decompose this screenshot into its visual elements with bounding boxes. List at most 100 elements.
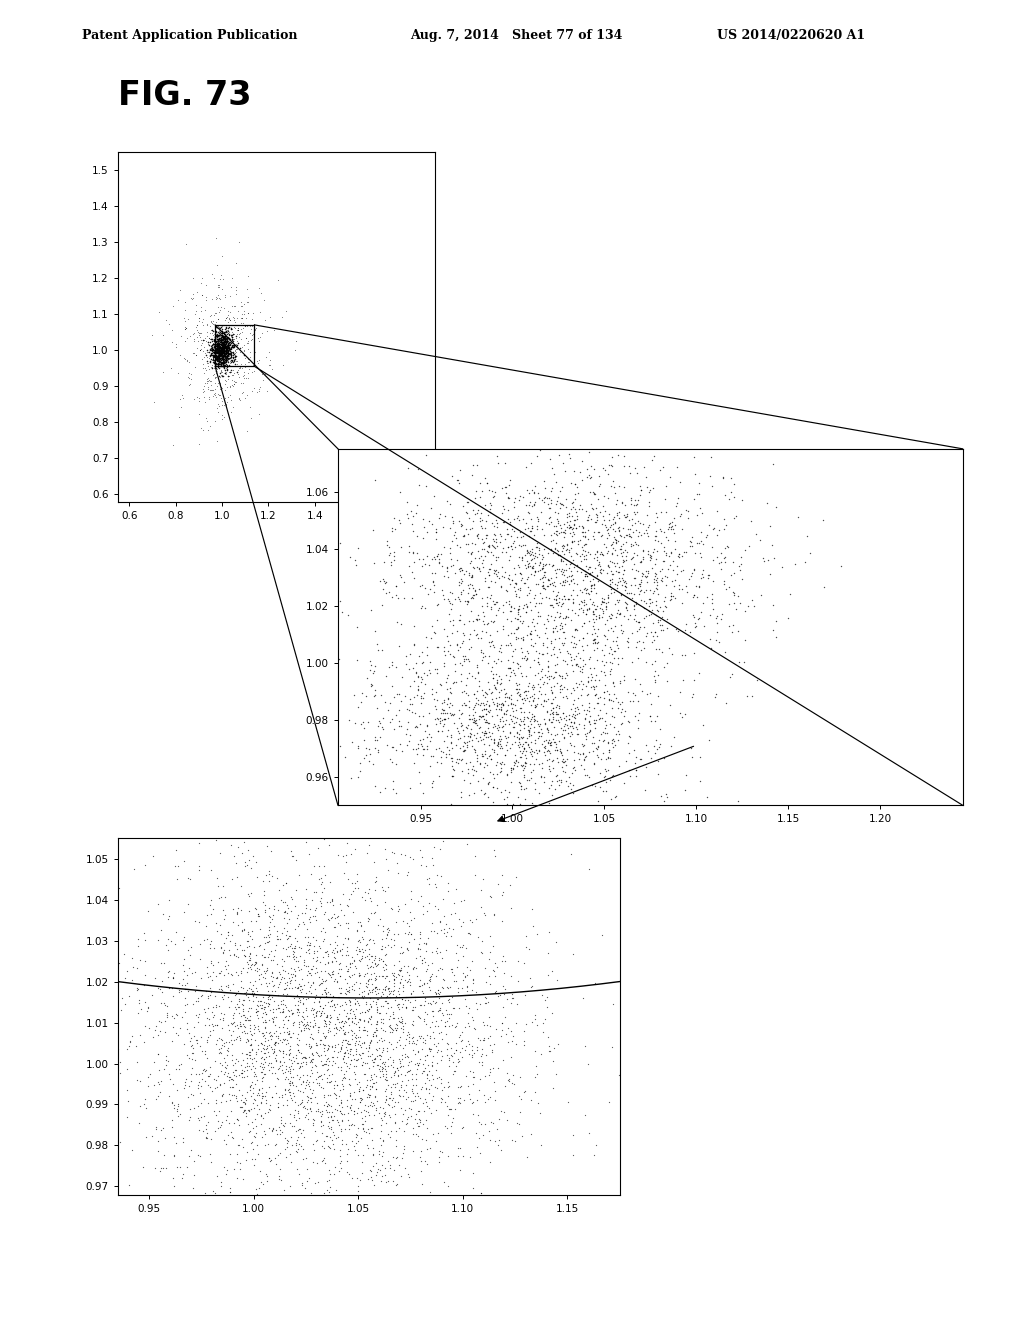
Point [541,1041,557,1063]
Point [212,337,228,358]
Point [228,327,245,348]
Point [209,347,225,368]
Point [535,574,551,595]
Point [393,957,410,978]
Point [530,647,547,668]
Point [429,610,445,631]
Point [218,318,234,339]
Point [571,647,588,668]
Point [346,993,362,1014]
Point [302,1078,318,1100]
Point [648,569,665,590]
Point [608,603,625,624]
Point [475,684,492,705]
Point [296,1014,312,1035]
Point [213,330,229,351]
Point [546,463,562,484]
Point [295,1007,311,1028]
Point [426,1034,442,1055]
Point [480,672,497,693]
Point [214,356,230,378]
Point [531,669,548,690]
Point [508,652,524,673]
Point [692,496,709,517]
Point [215,333,231,354]
Point [237,388,253,409]
Point [385,1019,401,1040]
Point [467,742,483,763]
Point [356,1106,373,1127]
Point [481,499,498,520]
Point [424,684,440,705]
Point [294,1090,310,1111]
Point [413,667,429,688]
Point [591,709,607,730]
Point [213,409,229,430]
Point [503,634,519,655]
Point [367,962,383,983]
Point [435,585,452,606]
Point [453,537,469,558]
Point [360,970,377,991]
Point [349,1125,366,1146]
Point [427,681,443,702]
Point [574,655,591,676]
Point [430,636,446,657]
Point [702,638,719,659]
Point [295,993,311,1014]
Point [328,1023,344,1044]
Point [459,734,475,755]
Point [587,512,603,533]
Point [337,1036,353,1057]
Point [623,494,639,515]
Point [222,347,239,368]
Point [374,1052,390,1073]
Point [575,717,592,738]
Point [524,795,541,816]
Point [600,540,616,561]
Point [334,1130,350,1151]
Point [374,1041,390,1063]
Point [471,1080,487,1101]
Point [373,1027,389,1048]
Point [528,739,545,760]
Point [657,784,674,805]
Point [453,891,469,912]
Point [306,899,323,920]
Point [316,1053,333,1074]
Point [541,792,557,813]
Point [366,1144,382,1166]
Point [312,952,329,973]
Point [249,957,265,978]
Point [436,906,453,927]
Point [643,545,659,566]
Point [290,1005,306,1026]
Point [440,990,457,1011]
Point [396,956,413,977]
Point [627,531,643,552]
Point [622,766,638,787]
Point [546,643,562,664]
Point [620,593,636,614]
Point [419,1068,435,1089]
Point [588,684,604,705]
Point [489,743,506,764]
Point [242,956,258,977]
Point [351,1077,368,1098]
Point [514,508,530,529]
Point [648,525,665,546]
Point [594,607,610,628]
Point [638,626,654,647]
Point [346,1082,362,1104]
Point [333,1039,349,1060]
Point [295,1064,311,1085]
Point [360,998,377,1019]
Point [236,300,252,321]
Point [270,1059,287,1080]
Point [317,1012,334,1034]
Point [317,961,334,982]
Point [606,735,623,756]
Point [246,937,262,958]
Point [306,941,323,962]
Point [231,1026,248,1047]
